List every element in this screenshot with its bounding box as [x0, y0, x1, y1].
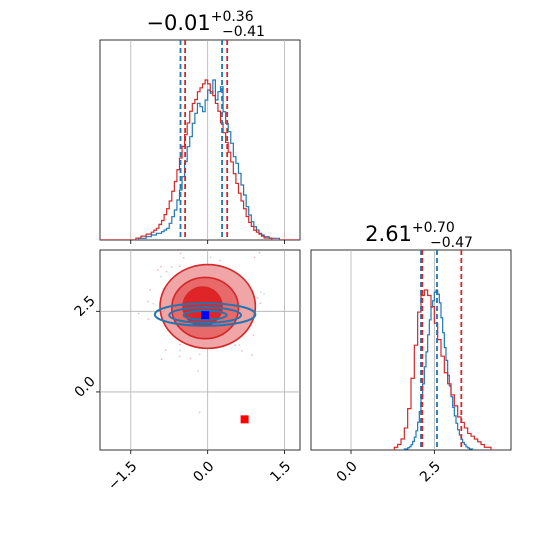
sample-point [182, 256, 185, 259]
x-tick-label: 1.5 [267, 458, 294, 485]
histogram-step [100, 79, 300, 240]
sample-point [250, 354, 253, 356]
sample-point [152, 302, 155, 305]
x-tick-label: 2.5 [417, 458, 444, 485]
sample-point [253, 256, 256, 259]
sample-point [147, 318, 150, 321]
sample-point [137, 312, 140, 315]
quantile-lines [179, 40, 229, 240]
x-ticks: −1.5 0.0 1.5 [105, 450, 294, 494]
panel-top-left-histogram: −0.01+0.36 −0.41 [99, 9, 301, 244]
blue-contours [153, 302, 257, 327]
panel-title: 2.61+0.70 [365, 220, 455, 246]
sample-point [252, 334, 255, 336]
sample-point [159, 265, 162, 268]
blue-contour-level [153, 302, 257, 327]
y-tick-label: 0.0 [72, 374, 99, 401]
y-ticks: 0.0 2.5 [72, 293, 100, 401]
title-lower-error: −0.41 [222, 24, 265, 40]
gridlines [350, 250, 435, 450]
x-ticks [130, 240, 286, 244]
sample-point [164, 349, 167, 351]
sample-point [260, 291, 262, 294]
sample-point [300, 305, 302, 307]
sample-point [156, 269, 159, 271]
sample-point [178, 343, 181, 346]
panel-bottom-right-histogram: 0.0 2.5 2.61+0.70 −0.47 [310, 220, 512, 486]
sample-point [259, 302, 262, 304]
sample-point [238, 344, 241, 346]
sample-point [209, 256, 212, 259]
sample-point [170, 266, 173, 268]
quantile-lines [420, 250, 463, 450]
sample-point [149, 289, 152, 291]
sample-point [88, 275, 90, 277]
sample-point [234, 344, 236, 347]
sample-point [178, 265, 181, 268]
sample-point [147, 300, 149, 303]
panel-frame [99, 39, 301, 241]
gridlines [130, 40, 286, 240]
sample-point [165, 270, 168, 273]
sample-point [189, 357, 192, 360]
sample-point [263, 292, 265, 295]
sample-point [219, 259, 222, 262]
blue-contour-level [168, 306, 243, 324]
marker-square [240, 415, 249, 424]
sample-point [241, 349, 243, 352]
title-upper-error: +0.70 [412, 220, 455, 236]
sample-point [179, 349, 181, 352]
truth-markers [201, 311, 249, 424]
histogram-step [401, 289, 476, 450]
sample-point [256, 297, 259, 299]
title-upper-error: +0.36 [211, 9, 254, 25]
sample-point [258, 251, 261, 254]
x-tick-label: 0.0 [190, 458, 217, 485]
sample-point [178, 355, 181, 358]
title-value: −0.01 [146, 11, 210, 35]
panel-frame [310, 249, 512, 451]
panel-title: −0.01+0.36 [146, 9, 253, 35]
x-tick-label: 0.0 [334, 458, 361, 485]
sample-point [198, 353, 201, 356]
histogram-series [100, 79, 300, 240]
y-tick-label: 2.5 [72, 293, 99, 320]
marker-square [201, 311, 210, 320]
sample-point [197, 369, 199, 372]
title-lower-error: −0.47 [430, 235, 473, 251]
x-tick-label: −1.5 [105, 458, 140, 493]
blue-contour-level [182, 309, 228, 321]
sample-point [160, 275, 162, 278]
histogram-step [391, 289, 495, 450]
histogram-step [100, 79, 300, 240]
sample-point [179, 252, 182, 255]
histogram-series [391, 289, 495, 450]
sample-point [160, 358, 163, 361]
sample-point [198, 411, 201, 414]
x-ticks: 0.0 2.5 [334, 450, 444, 486]
title-value: 2.61 [365, 222, 412, 246]
panel-bottom-left-contour: −1.5 0.0 1.5 0.0 2.5 [72, 249, 302, 494]
